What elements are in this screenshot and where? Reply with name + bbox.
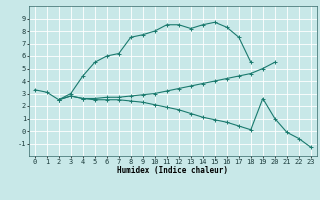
X-axis label: Humidex (Indice chaleur): Humidex (Indice chaleur) <box>117 166 228 175</box>
